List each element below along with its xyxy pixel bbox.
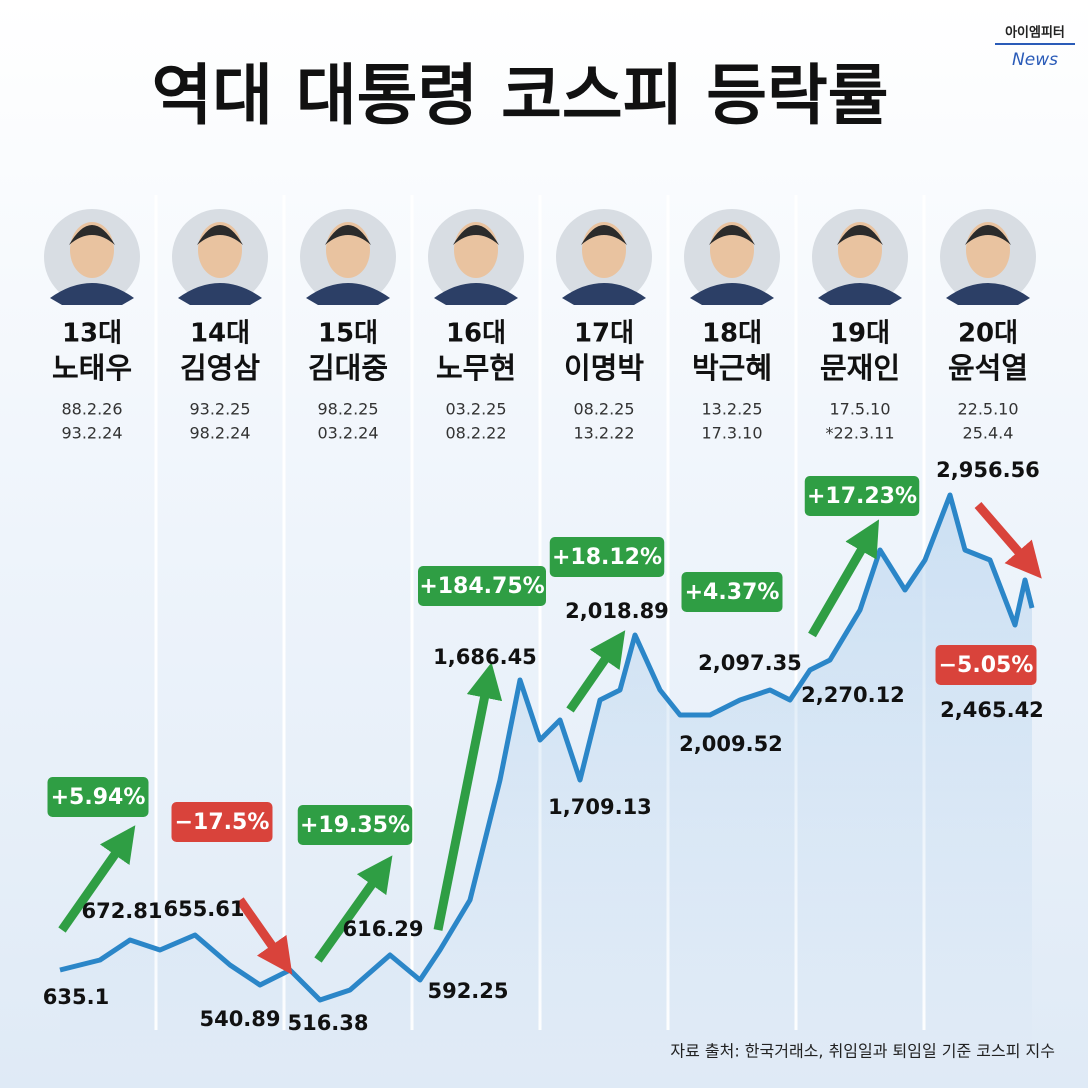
trend-arrow — [236, 897, 293, 975]
name: 김대중 — [308, 351, 388, 385]
change: +184.75% — [419, 574, 544, 599]
change: +19.35% — [300, 813, 410, 838]
end-date: 03.2.24 — [317, 424, 378, 443]
end-date: *22.3.11 — [825, 424, 894, 443]
portrait-suit — [178, 283, 262, 305]
change-badge — [804, 476, 920, 516]
name: 김영삼 — [180, 351, 260, 385]
name: 노태우 — [52, 351, 132, 385]
portrait-suit — [434, 283, 518, 305]
index-label: 2,270.12 — [801, 683, 905, 707]
portrait-suit — [50, 283, 134, 305]
start-date: 08.2.25 — [573, 400, 634, 419]
portrait-suit — [818, 283, 902, 305]
end-date: 98.2.24 — [189, 424, 250, 443]
index-label: 672.81 — [81, 899, 162, 923]
portrait-hair — [709, 225, 755, 245]
portrait-suit — [690, 283, 774, 305]
change-badge — [681, 572, 783, 612]
logo-bottom: News — [1012, 50, 1058, 70]
portrait-hair — [197, 225, 243, 245]
change: +4.37% — [685, 580, 780, 605]
index-label: 2,009.52 — [679, 732, 783, 756]
end-date: 17.3.10 — [701, 424, 762, 443]
portrait-hair — [965, 225, 1011, 245]
start-date: 93.2.25 — [189, 400, 250, 419]
end-date: 08.2.22 — [445, 424, 506, 443]
portrait-hair — [581, 225, 627, 245]
start-date: 13.2.25 — [701, 400, 762, 419]
index-label: 2,465.42 — [940, 698, 1044, 722]
change: +17.23% — [807, 484, 917, 509]
change-badge — [171, 802, 273, 842]
kospi-line — [59, 492, 1035, 1003]
trend-arrow — [808, 519, 880, 638]
start-date: 03.2.25 — [445, 400, 506, 419]
index-label: 592.25 — [427, 979, 508, 1003]
change: −5.05% — [939, 653, 1034, 678]
index-label: 616.29 — [342, 917, 423, 941]
term: 13대 — [62, 319, 122, 349]
trend-arrow — [974, 502, 1042, 579]
term: 16대 — [446, 319, 506, 349]
portrait-hair — [69, 225, 115, 245]
term: 17대 — [574, 319, 634, 349]
change-badge — [935, 645, 1037, 685]
change-badge — [418, 566, 546, 606]
index-label: 1,709.13 — [548, 795, 652, 819]
index-label: 2,018.89 — [565, 599, 669, 623]
trend-arrow — [433, 662, 503, 931]
index-label: 635.1 — [43, 985, 109, 1009]
term: 18대 — [702, 319, 762, 349]
logo-top: 아이엠피터 — [1005, 25, 1065, 41]
end-date: 93.2.24 — [61, 424, 122, 443]
line-glow — [60, 495, 1032, 1060]
change-badge — [47, 777, 149, 817]
start-date: 22.5.10 — [957, 400, 1018, 419]
name: 윤석열 — [948, 351, 1028, 385]
index-label: 2,956.56 — [936, 458, 1040, 482]
index-label: 516.38 — [287, 1011, 368, 1035]
end-date: 13.2.22 — [573, 424, 634, 443]
end-date: 25.4.4 — [963, 424, 1014, 443]
change-badge — [297, 805, 413, 845]
start-date: 17.5.10 — [829, 400, 890, 419]
trend-arrow — [314, 855, 393, 963]
name: 박근혜 — [692, 351, 772, 385]
portrait-suit — [306, 283, 390, 305]
start-date: 98.2.25 — [317, 400, 378, 419]
change: +18.12% — [552, 545, 662, 570]
trend-arrow — [566, 630, 626, 713]
portrait-suit — [946, 283, 1030, 305]
change: +5.94% — [51, 785, 146, 810]
term: 14대 — [190, 319, 250, 349]
term: 19대 — [830, 319, 890, 349]
title: 역대 대통령 코스피 등락률 — [152, 57, 889, 134]
index-label: 540.89 — [199, 1007, 280, 1031]
index-label: 2,097.35 — [698, 651, 802, 675]
term: 20대 — [958, 319, 1018, 349]
portrait-suit — [562, 283, 646, 305]
index-label: 1,686.45 — [433, 645, 537, 669]
term: 15대 — [318, 319, 378, 349]
trend-arrow — [58, 825, 136, 933]
name: 문재인 — [820, 351, 900, 385]
portrait-hair — [325, 225, 371, 245]
name: 이명박 — [564, 351, 644, 385]
portrait-hair — [453, 225, 499, 245]
index-label: 655.61 — [163, 897, 244, 921]
start-date: 88.2.26 — [61, 400, 122, 419]
change-badge — [549, 537, 665, 577]
name: 노무현 — [436, 351, 516, 385]
source: 자료 출처: 한국거래소, 취임일과 퇴임일 기준 코스피 지수 — [670, 1042, 1055, 1061]
portrait-hair — [837, 225, 883, 245]
change: −17.5% — [175, 810, 270, 835]
